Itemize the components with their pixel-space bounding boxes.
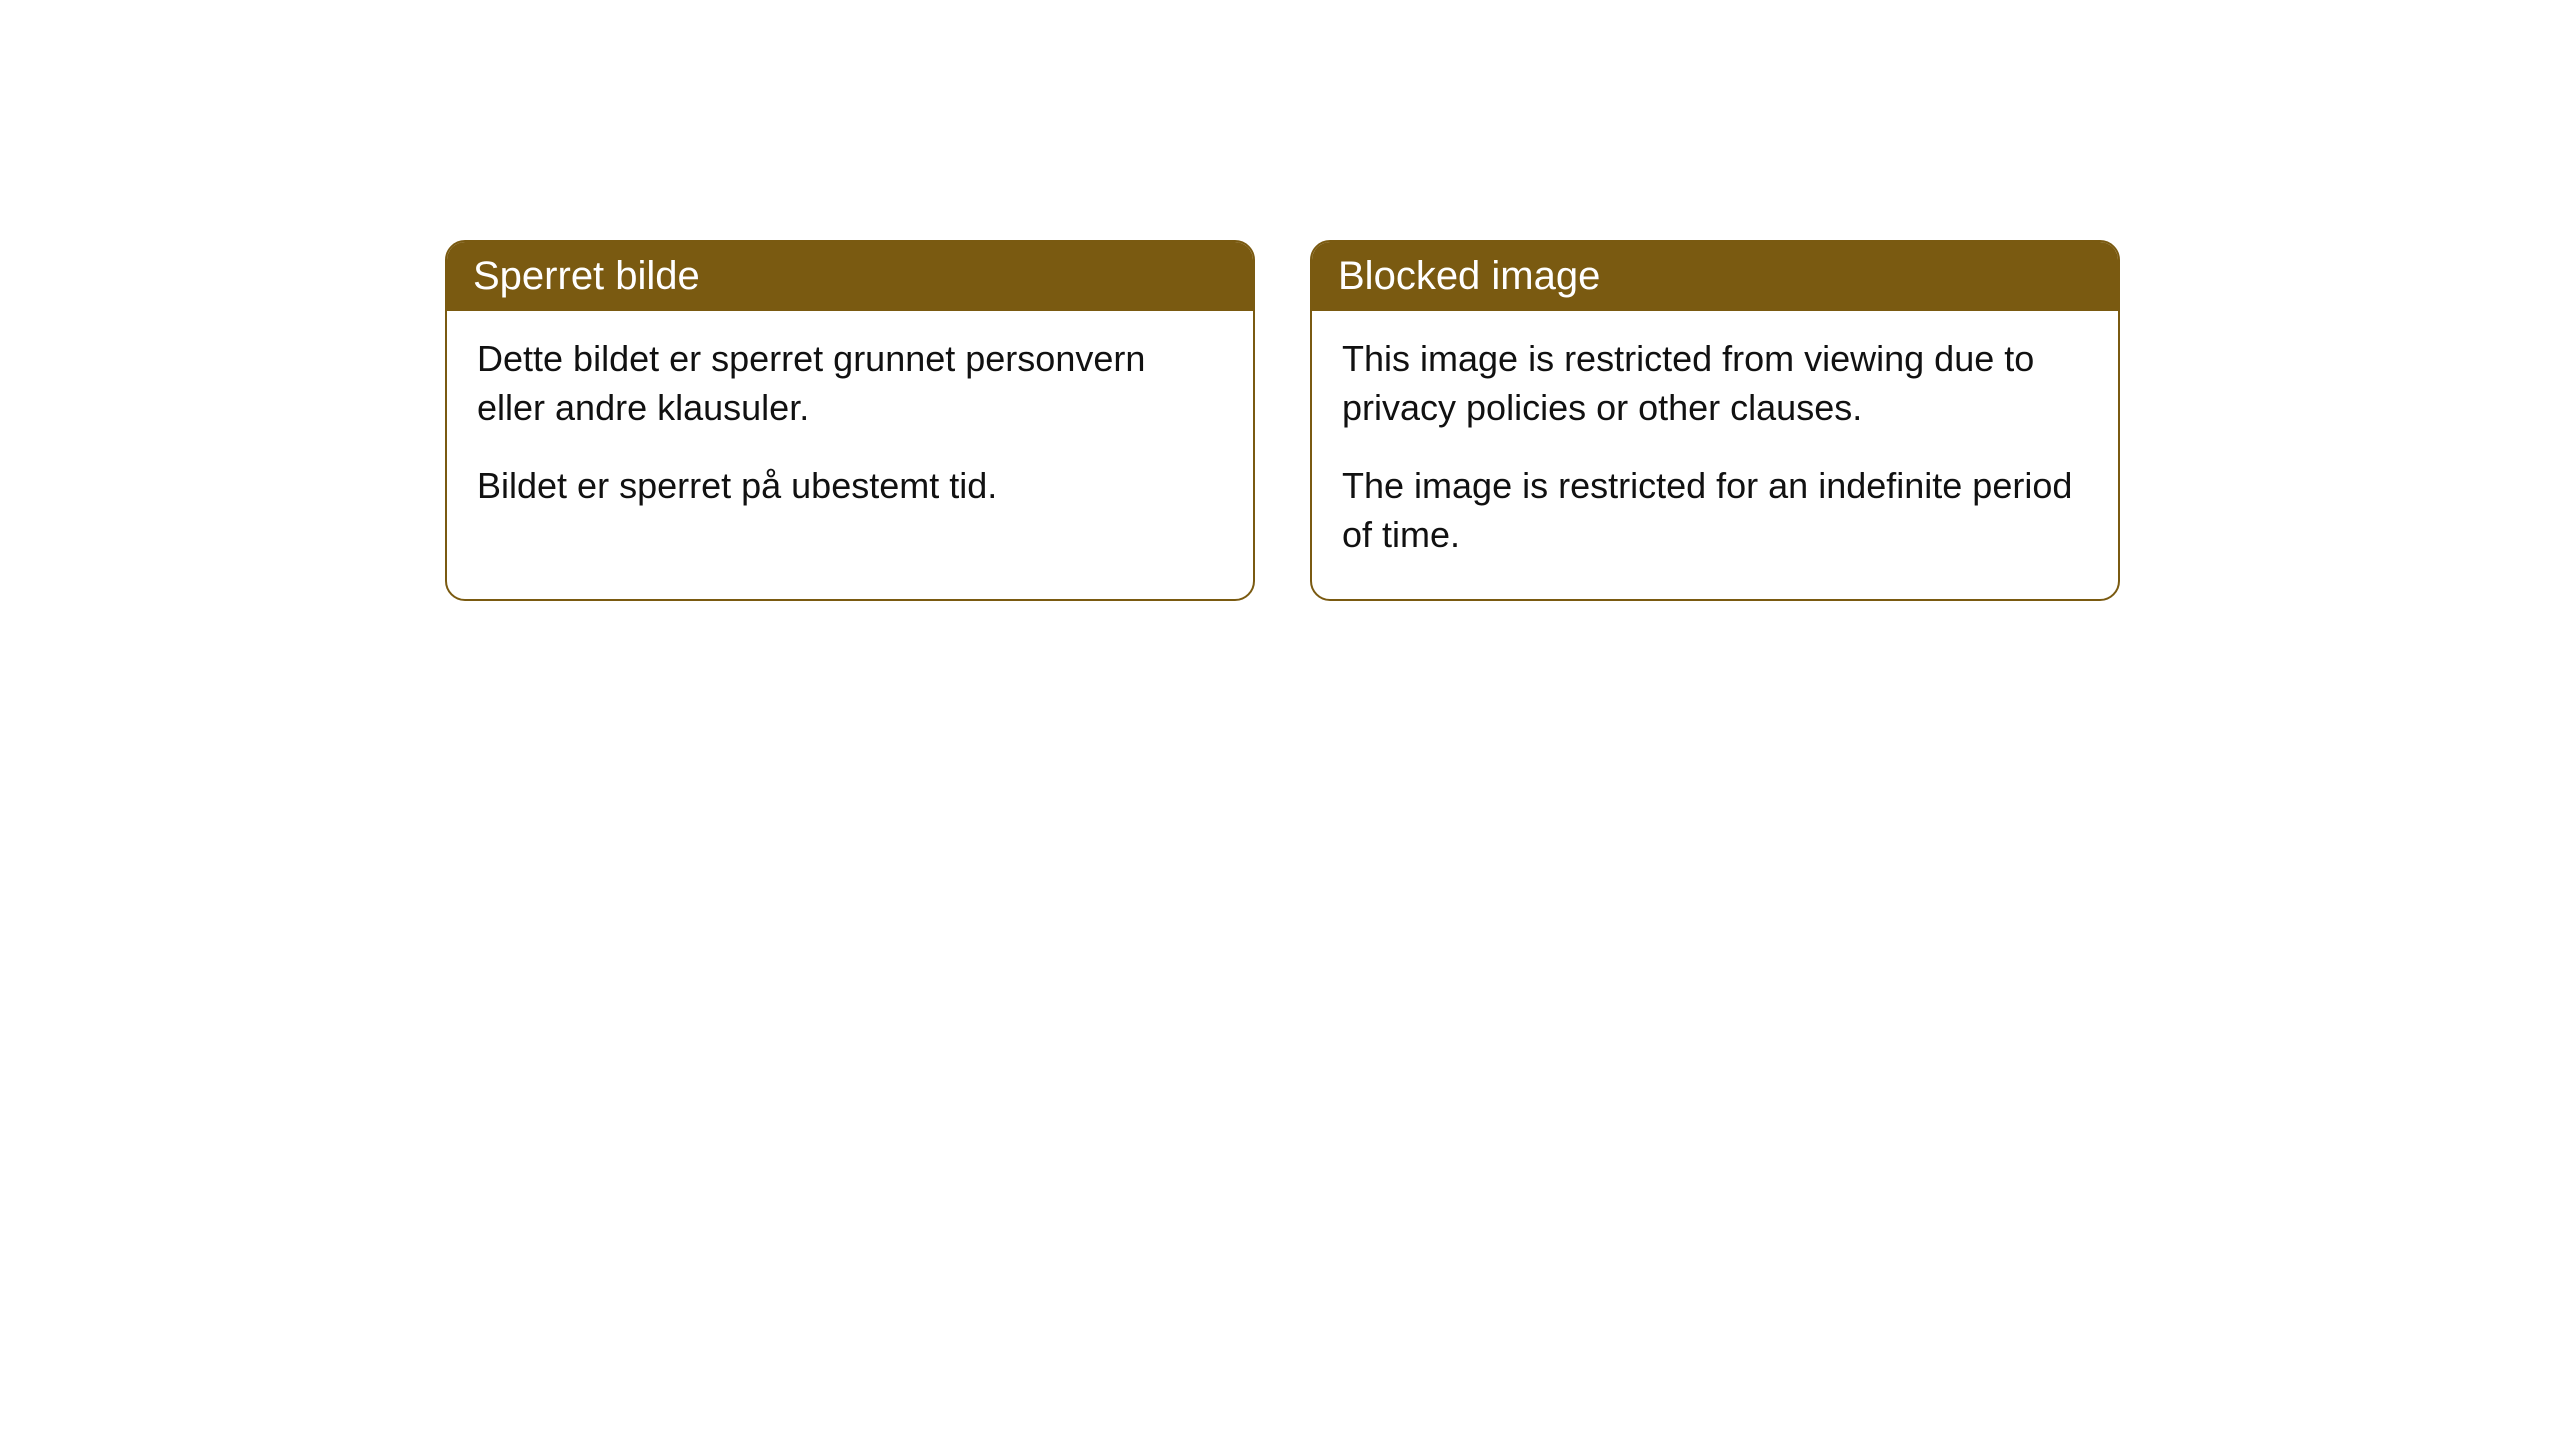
card-body: Dette bildet er sperret grunnet personve… (447, 311, 1253, 551)
card-body: This image is restricted from viewing du… (1312, 311, 2118, 599)
notice-card-english: Blocked image This image is restricted f… (1310, 240, 2120, 601)
card-paragraph: Dette bildet er sperret grunnet personve… (477, 335, 1223, 432)
card-header: Sperret bilde (447, 242, 1253, 311)
card-paragraph: The image is restricted for an indefinit… (1342, 462, 2088, 559)
card-paragraph: This image is restricted from viewing du… (1342, 335, 2088, 432)
card-paragraph: Bildet er sperret på ubestemt tid. (477, 462, 1223, 511)
card-title: Blocked image (1338, 254, 1600, 298)
notice-cards-container: Sperret bilde Dette bildet er sperret gr… (0, 0, 2560, 601)
card-title: Sperret bilde (473, 254, 700, 298)
notice-card-norwegian: Sperret bilde Dette bildet er sperret gr… (445, 240, 1255, 601)
card-header: Blocked image (1312, 242, 2118, 311)
